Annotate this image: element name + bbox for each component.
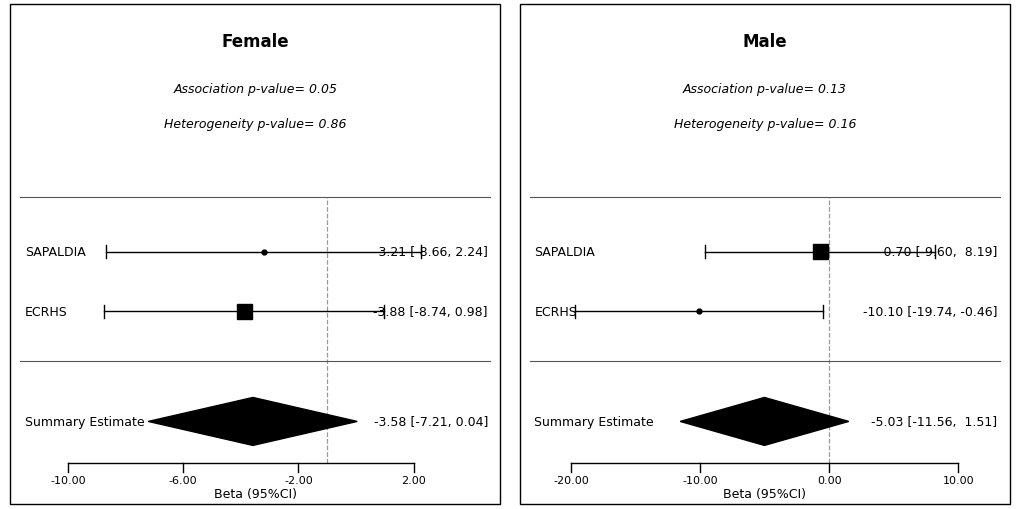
Text: -3.88 [-8.74, 0.98]: -3.88 [-8.74, 0.98] xyxy=(373,305,487,318)
Text: -10.00: -10.00 xyxy=(682,475,717,485)
Text: 2.00: 2.00 xyxy=(400,475,426,485)
Text: -6.00: -6.00 xyxy=(169,475,198,485)
Text: SAPALDIA: SAPALDIA xyxy=(24,245,86,259)
Polygon shape xyxy=(680,398,848,445)
Text: Female: Female xyxy=(221,33,288,50)
Text: Beta (95%CI): Beta (95%CI) xyxy=(722,487,805,500)
Text: -2.00: -2.00 xyxy=(283,475,313,485)
Text: ECRHS: ECRHS xyxy=(24,305,67,318)
Text: Association p-value= 0.05: Association p-value= 0.05 xyxy=(173,82,337,95)
Text: -5.03 [-11.56,  1.51]: -5.03 [-11.56, 1.51] xyxy=(870,415,997,428)
Text: 0.00: 0.00 xyxy=(816,475,841,485)
Text: -20.00: -20.00 xyxy=(553,475,589,485)
Text: 10.00: 10.00 xyxy=(942,475,973,485)
Text: Male: Male xyxy=(742,33,787,50)
Text: -10.10 [-19.74, -0.46]: -10.10 [-19.74, -0.46] xyxy=(862,305,997,318)
Text: Summary Estimate: Summary Estimate xyxy=(534,415,653,428)
Text: ECRHS: ECRHS xyxy=(534,305,577,318)
Text: -3.58 [-7.21, 0.04]: -3.58 [-7.21, 0.04] xyxy=(373,415,487,428)
Text: SAPALDIA: SAPALDIA xyxy=(534,245,595,259)
Text: -3.21 [-8.66, 2.24]: -3.21 [-8.66, 2.24] xyxy=(374,245,487,259)
Polygon shape xyxy=(148,398,357,445)
Bar xyxy=(812,244,826,260)
Text: -10.00: -10.00 xyxy=(50,475,86,485)
Text: Heterogeneity p-value= 0.86: Heterogeneity p-value= 0.86 xyxy=(164,117,346,130)
Text: Summary Estimate: Summary Estimate xyxy=(24,415,145,428)
Text: Beta (95%CI): Beta (95%CI) xyxy=(214,487,297,500)
Text: -0.70 [-9.60,  8.19]: -0.70 [-9.60, 8.19] xyxy=(878,245,997,259)
Bar xyxy=(236,304,252,319)
Text: Association p-value= 0.13: Association p-value= 0.13 xyxy=(682,82,846,95)
Text: Heterogeneity p-value= 0.16: Heterogeneity p-value= 0.16 xyxy=(673,117,855,130)
